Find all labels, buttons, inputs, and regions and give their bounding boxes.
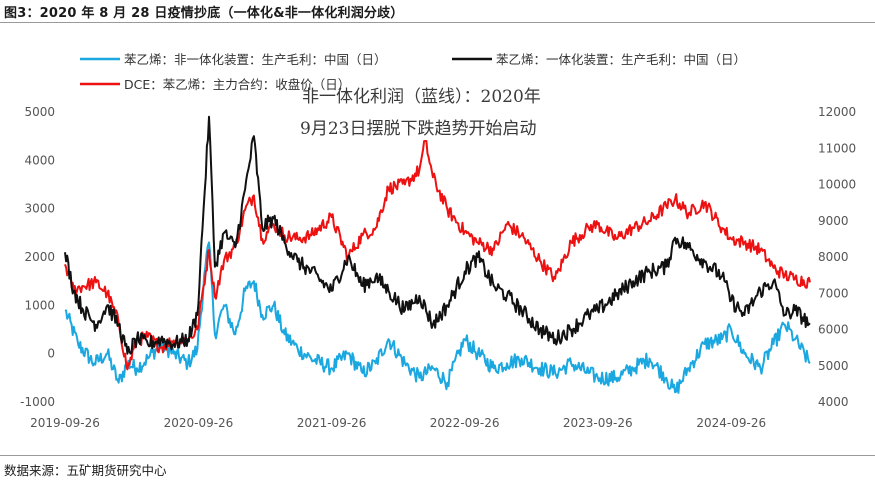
- y-axis-left: -1000 0 1000 2000 3000 4000 5000: [20, 105, 55, 409]
- y-right-tick-label: 11000: [818, 141, 856, 155]
- source-divider: [0, 455, 875, 456]
- x-tick-label: 2022-09-26: [430, 416, 500, 430]
- y-right-tick-label: 4000: [818, 395, 849, 409]
- y-left-tick-label: 3000: [24, 202, 55, 216]
- y-left-tick-label: 2000: [24, 250, 55, 264]
- x-tick-label: 2021-09-26: [297, 416, 367, 430]
- y-axis-right: 4000 5000 6000 7000 8000 9000 10000 11000 12000: [818, 105, 856, 409]
- y-right-tick-label: 5000: [818, 359, 849, 373]
- y-right-tick-label: 7000: [818, 286, 849, 300]
- y-right-tick-label: 10000: [818, 178, 856, 192]
- data-source: 数据来源：五矿期货研究中心: [4, 463, 167, 478]
- chart-canvas: 苯乙烯：非一体化装置：生产毛利：中国（日） 苯乙烯：一体化装置：生产毛利：中国（…: [20, 52, 856, 430]
- y-right-tick-label: 9000: [818, 214, 849, 228]
- title-divider: [0, 22, 875, 23]
- y-left-tick-label: 4000: [24, 153, 55, 167]
- y-left-tick-label: 1000: [24, 298, 55, 312]
- legend-label-blue: 苯乙烯：非一体化装置：生产毛利：中国（日）: [124, 52, 387, 67]
- legend-label-red: DCE：苯乙烯：主力合约：收盘价（日）: [124, 77, 350, 92]
- annotation-line-2: 9月23日摆脱下跌趋势开始启动: [300, 119, 536, 139]
- x-tick-label: 2020-09-26: [164, 416, 234, 430]
- y-right-tick-label: 8000: [818, 250, 849, 264]
- series-layer: [64, 115, 811, 394]
- legend: 苯乙烯：非一体化装置：生产毛利：中国（日） 苯乙烯：一体化装置：生产毛利：中国（…: [80, 52, 746, 92]
- series-line-0: [64, 241, 811, 394]
- x-tick-label: 2023-09-26: [563, 416, 633, 430]
- y-right-tick-label: 12000: [818, 105, 856, 119]
- chart-title: 图3：2020 年 8 月 28 日疫情抄底（一体化&非一体化利润分歧）: [4, 6, 404, 21]
- annotation: 非一体化利润（蓝线）：2020年 9月23日摆脱下跌趋势开始启动: [300, 87, 541, 139]
- annotation-line-1: 非一体化利润（蓝线）：2020年: [302, 87, 541, 107]
- legend-label-black: 苯乙烯：一体化装置：生产毛利：中国（日）: [496, 52, 746, 67]
- y-left-tick-label: 5000: [24, 105, 55, 119]
- y-left-tick-label: 0: [47, 347, 55, 361]
- series-line-1: [64, 115, 811, 355]
- x-tick-label: 2024-09-26: [696, 416, 766, 430]
- y-left-tick-label: -1000: [20, 395, 55, 409]
- x-tick-label: 2019-09-26: [30, 416, 100, 430]
- y-right-tick-label: 6000: [818, 323, 849, 337]
- x-axis: 2019-09-26 2020-09-26 2021-09-26 2022-09-26…: [30, 416, 766, 430]
